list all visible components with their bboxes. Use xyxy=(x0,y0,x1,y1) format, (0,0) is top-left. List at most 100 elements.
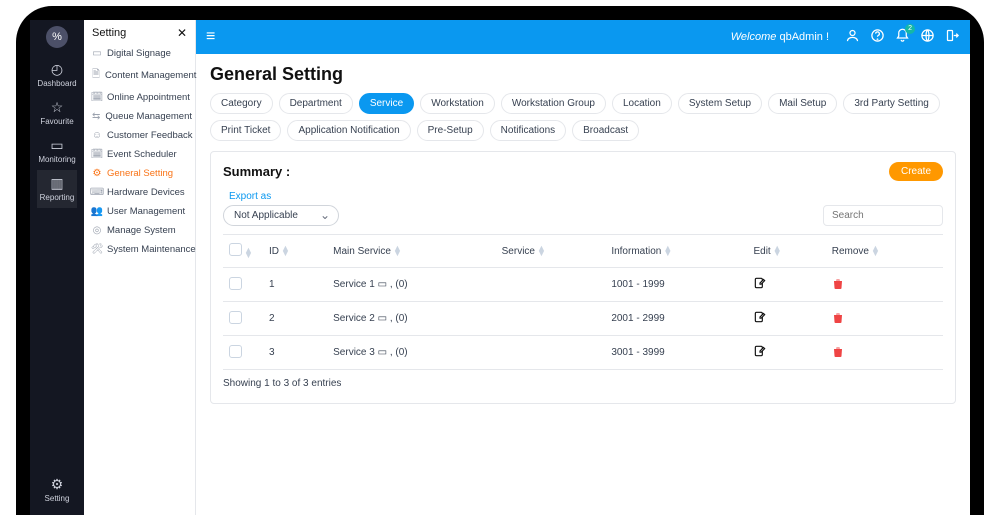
edit-icon[interactable] xyxy=(753,346,767,361)
setting-sidebar: Setting ✕ ▭Digital Signage🗎Content Manag… xyxy=(84,20,196,515)
row-checkbox[interactable] xyxy=(229,277,242,290)
delete-icon[interactable] xyxy=(832,279,844,293)
col-edit[interactable]: Edit▲▼ xyxy=(747,235,825,268)
sidebar-item-digital-signage[interactable]: ▭Digital Signage xyxy=(86,44,193,63)
sidebar-item-label: User Management xyxy=(107,206,185,217)
tab-notifications[interactable]: Notifications xyxy=(490,120,566,141)
nav-icon: 👥 xyxy=(92,206,102,217)
delete-icon[interactable] xyxy=(832,313,844,327)
col-information[interactable]: Information▲▼ xyxy=(605,235,747,268)
sort-icon: ▲▼ xyxy=(393,246,402,256)
dashboard-icon: ◴ xyxy=(51,62,63,76)
services-table: ▲▼ID▲▼Main Service▲▼Service▲▼Information… xyxy=(223,234,943,370)
content: General Setting Category Department Servic… xyxy=(196,54,970,515)
sidebar-item-general-setting[interactable]: ⚙General Setting xyxy=(86,164,193,183)
cell-information: 3001 - 3999 xyxy=(605,336,747,370)
sidebar-title: Setting xyxy=(92,27,126,39)
tab-application-notification[interactable]: Application Notification xyxy=(287,120,410,141)
tab-location[interactable]: Location xyxy=(612,93,672,114)
select-all-checkbox[interactable] xyxy=(229,243,242,256)
sidebar-item-queue-management[interactable]: ⇆Queue Management xyxy=(86,107,193,126)
table-row: 2Service 2 ▭ , (0)2001 - 2999 xyxy=(223,302,943,336)
delete-icon[interactable] xyxy=(832,347,844,361)
sidebar-item-label: Manage System xyxy=(107,225,176,236)
cell-service xyxy=(496,302,606,336)
nav-icon: ⇆ xyxy=(92,111,100,122)
sidebar-item-system-maintenance[interactable]: 🛠System Maintenance xyxy=(86,240,193,259)
col-checkbox[interactable]: ▲▼ xyxy=(223,235,263,268)
tab-system-setup[interactable]: System Setup xyxy=(678,93,762,114)
tab-print-ticket[interactable]: Print Ticket xyxy=(210,120,281,141)
sidebar-item-hardware-devices[interactable]: ⌨Hardware Devices xyxy=(86,183,193,202)
rail-item-label: Favourite xyxy=(40,117,73,126)
sidebar-item-label: Online Appointment xyxy=(107,92,190,103)
sidebar-item-user-management[interactable]: 👥 User Management xyxy=(86,202,193,221)
col-remove[interactable]: Remove▲▼ xyxy=(826,235,943,268)
cell-main-service: Service 1 ▭ , (0) xyxy=(327,268,496,302)
rail-item-favourite[interactable]: ☆Favourite xyxy=(37,94,76,132)
rail-item-label: Monitoring xyxy=(38,155,75,164)
tab-broadcast[interactable]: Broadcast xyxy=(572,120,639,141)
create-button[interactable]: Create xyxy=(889,162,943,181)
rail-item-monitoring[interactable]: ▭Monitoring xyxy=(37,132,76,170)
sort-icon: ▲▼ xyxy=(281,246,290,256)
col-service[interactable]: Service▲▼ xyxy=(496,235,606,268)
globe-icon[interactable] xyxy=(920,28,935,46)
nav-icon: 🗓 xyxy=(92,92,102,103)
rail-item-label: Reporting xyxy=(40,193,75,202)
edit-icon[interactable] xyxy=(753,278,767,293)
tab-workstation-group[interactable]: Workstation Group xyxy=(501,93,606,114)
col-id[interactable]: ID▲▼ xyxy=(263,235,327,268)
sidebar-item-event-scheduler[interactable]: 🗓Event Scheduler xyxy=(86,145,193,164)
welcome-text: Welcome qbAdmin ! xyxy=(731,31,829,43)
col-main-service[interactable]: Main Service▲▼ xyxy=(327,235,496,268)
sort-icon: ▲▼ xyxy=(773,246,782,256)
cell-information: 2001 - 2999 xyxy=(605,302,747,336)
rail-item-reporting[interactable]: ▥ Reporting xyxy=(37,170,76,208)
rail-item-dashboard[interactable]: ◴Dashboard xyxy=(37,56,76,94)
export-select[interactable]: Not Applicable xyxy=(223,205,339,226)
cell-id: 3 xyxy=(263,336,327,370)
rail-item-setting[interactable]: ⚙ Setting xyxy=(30,471,84,509)
tab-department[interactable]: Department xyxy=(279,93,353,114)
gear-icon: ⚙ xyxy=(51,477,64,491)
tab-mail-setup[interactable]: Mail Setup xyxy=(768,93,837,114)
sidebar-item-label: General Setting xyxy=(107,168,173,179)
cell-service xyxy=(496,336,606,370)
export-control: Export as Not Applicable xyxy=(223,191,339,226)
edit-icon[interactable] xyxy=(753,312,767,327)
logout-icon[interactable] xyxy=(945,28,960,46)
sidebar-item-online-appointment[interactable]: 🗓 Online Appointment xyxy=(86,88,193,107)
nav-icon: ◎ xyxy=(92,225,102,236)
sidebar-item-label: Content Management xyxy=(105,70,196,81)
page-title: General Setting xyxy=(210,64,956,85)
row-checkbox[interactable] xyxy=(229,311,242,324)
cell-main-service: Service 3 ▭ , (0) xyxy=(327,336,496,370)
tab-pre-setup[interactable]: Pre-Setup xyxy=(417,120,484,141)
user-icon[interactable] xyxy=(845,28,860,46)
tab-bar: Category Department Service Workstation Work… xyxy=(210,93,956,141)
tab-category[interactable]: Category xyxy=(210,93,273,114)
search-input[interactable] xyxy=(823,205,943,226)
sidebar-item-label: Hardware Devices xyxy=(107,187,185,198)
tab-service[interactable]: Service xyxy=(359,93,414,114)
cell-information: 1001 - 1999 xyxy=(605,268,747,302)
row-checkbox[interactable] xyxy=(229,345,242,358)
hamburger-icon[interactable]: ≡ xyxy=(206,28,215,46)
sort-icon: ▲▼ xyxy=(871,246,880,256)
nav-icon: ▭ xyxy=(92,48,102,59)
main-area: ≡ Welcome qbAdmin ! 2 xyxy=(196,20,970,515)
tab-3rd-party-setting[interactable]: 3rd Party Setting xyxy=(843,93,939,114)
topbar: ≡ Welcome qbAdmin ! 2 xyxy=(196,20,970,54)
sidebar-item-content-management[interactable]: 🗎Content Management xyxy=(86,63,193,88)
bell-icon[interactable]: 2 xyxy=(895,28,910,46)
sidebar-item-label: System Maintenance xyxy=(107,244,196,255)
cell-id: 1 xyxy=(263,268,327,302)
sidebar-item-manage-system[interactable]: ◎ Manage System xyxy=(86,221,193,240)
reporting-icon: ▥ xyxy=(50,176,63,190)
tab-workstation[interactable]: Workstation xyxy=(420,93,495,114)
sort-icon: ▲▼ xyxy=(537,246,546,256)
help-icon[interactable] xyxy=(870,28,885,46)
close-icon[interactable]: ✕ xyxy=(177,26,187,40)
sidebar-item-customer-feedback[interactable]: ☺Customer Feedback xyxy=(86,126,193,145)
